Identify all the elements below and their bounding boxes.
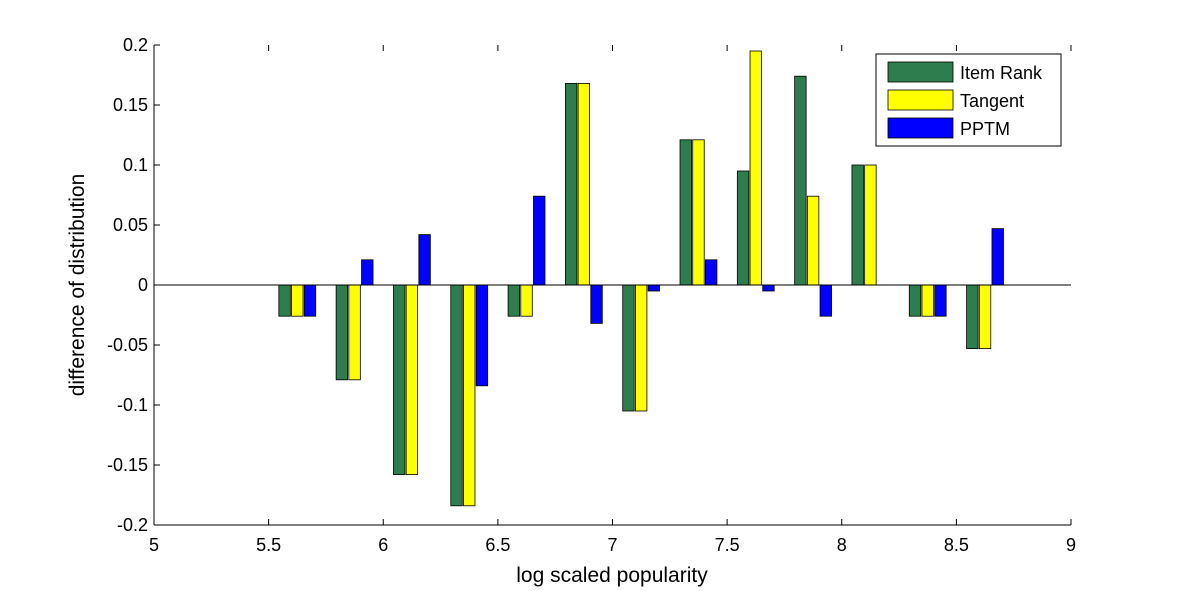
bar [806,195,820,286]
bar [348,284,361,381]
bar [934,284,947,317]
legend-label: Tangent [960,91,1024,111]
bar [635,284,648,412]
x-tick-label: 5.5 [256,535,281,555]
legend-label: PPTM [960,119,1010,139]
x-tick-label: 5 [149,535,159,555]
bar [393,284,406,476]
x-tick-label: 6 [378,535,388,555]
legend-label: Item Rank [960,63,1043,83]
bar [450,284,463,507]
x-ticks-group: 5 5.5 6 6.5 7 7.5 8 8.5 9 [149,45,1076,555]
bar [278,284,291,317]
bar [749,50,762,286]
y-tick-label: -0.1 [117,395,148,415]
bar [647,284,661,292]
bar [819,284,832,317]
bar [978,284,992,349]
y-tick-label: 0.05 [113,215,148,235]
bar [335,284,349,381]
bar [291,284,304,317]
y-tick-label: 0.15 [113,95,148,115]
bars-group [278,50,1004,507]
bar [533,195,546,286]
bar [303,284,317,317]
bar [921,284,934,317]
y-tick-label: -0.2 [117,515,148,535]
bar [622,284,635,412]
legend-swatch [887,89,954,111]
x-tick-label: 9 [1066,535,1076,555]
y-tick-label: 0 [138,275,148,295]
bar [361,259,374,286]
y-tick-label: 0.2 [123,35,148,55]
bar [966,284,979,349]
bar [679,139,692,286]
bar [908,284,922,317]
bar [762,284,775,292]
legend-swatch [887,61,954,83]
bar [991,228,1004,286]
bar [705,259,718,286]
bar [405,284,419,476]
x-tick-label: 8 [837,535,847,555]
bar [507,284,520,317]
bar [692,139,705,286]
y-tick-label: -0.15 [107,455,148,475]
bar [851,164,864,286]
bar [463,284,476,507]
bar [590,284,603,324]
x-tick-label: 8.5 [944,535,969,555]
y-tick-label: 0.1 [123,155,148,175]
bar [577,83,590,286]
y-tick-label: -0.05 [107,335,148,355]
bar [520,284,533,317]
bar [794,75,807,286]
bar [736,170,750,286]
bar [564,83,578,286]
x-tick-label: 7.5 [715,535,740,555]
x-tick-label: 6.5 [485,535,510,555]
bar [864,164,877,286]
legend-swatch [887,117,954,139]
x-tick-label: 7 [607,535,617,555]
x-axis-label: log scaled popularity [516,564,708,587]
bar [418,234,431,286]
y-ticks-group: -0.2 -0.15 -0.1 -0.05 0 0.05 0.1 0.15 0.2 [107,35,160,535]
y-axis-label: difference of distribution [66,174,89,397]
bar [475,284,489,387]
legend: Item Rank Tangent PPTM [875,53,1062,147]
